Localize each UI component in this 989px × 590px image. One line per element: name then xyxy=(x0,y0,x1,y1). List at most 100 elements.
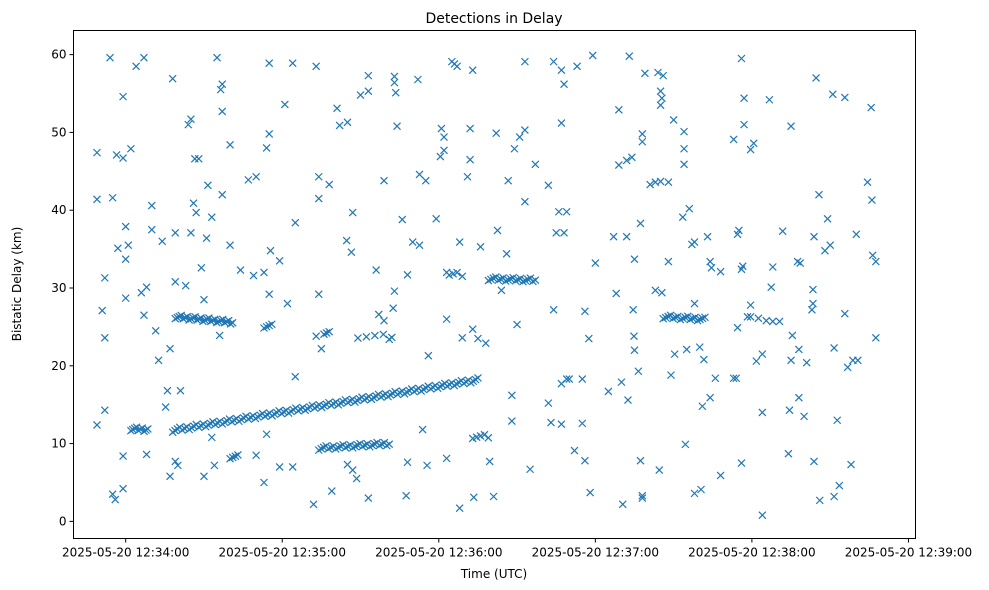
data-point xyxy=(711,374,720,383)
data-point xyxy=(646,180,655,189)
data-point xyxy=(173,313,182,322)
data-point xyxy=(252,451,261,460)
data-point xyxy=(871,257,880,266)
data-point xyxy=(734,226,743,235)
data-point xyxy=(678,213,687,222)
data-point xyxy=(342,236,351,245)
data-point xyxy=(729,135,738,144)
data-point xyxy=(554,207,563,216)
data-point xyxy=(685,204,694,213)
data-point xyxy=(520,197,529,206)
data-point xyxy=(698,314,707,323)
data-point xyxy=(614,105,623,114)
data-point xyxy=(173,461,182,470)
data-point xyxy=(622,156,631,165)
data-point xyxy=(283,299,292,308)
data-point xyxy=(622,232,631,241)
data-point xyxy=(199,317,207,326)
data-point xyxy=(390,78,399,87)
data-point xyxy=(802,358,811,367)
data-point xyxy=(119,92,127,101)
data-point xyxy=(810,232,818,241)
data-point xyxy=(740,120,748,129)
data-point xyxy=(142,450,151,459)
data-point xyxy=(570,446,579,455)
data-point xyxy=(119,484,127,493)
data-point xyxy=(348,466,357,474)
data-point xyxy=(262,430,271,439)
data-point xyxy=(833,416,842,425)
data-point xyxy=(106,53,114,62)
data-point xyxy=(519,277,527,286)
data-point xyxy=(112,151,121,159)
data-point xyxy=(682,345,691,354)
data-point xyxy=(740,94,748,103)
data-point xyxy=(733,323,742,332)
data-point xyxy=(171,457,180,466)
data-point xyxy=(716,267,725,276)
data-point xyxy=(189,199,198,208)
data-point xyxy=(378,440,386,448)
data-point xyxy=(794,393,803,402)
data-point xyxy=(531,276,540,285)
data-point xyxy=(108,490,117,499)
x-axis: 2025-05-20 12:34:00 2025-05-20 12:35:00 20… xyxy=(62,538,972,560)
data-point xyxy=(437,124,446,133)
data-point xyxy=(830,492,839,501)
data-point xyxy=(113,244,122,253)
data-point xyxy=(424,351,433,360)
data-point xyxy=(560,228,568,237)
data-point xyxy=(586,488,595,497)
data-point xyxy=(207,213,216,222)
data-point xyxy=(560,80,568,89)
data-point xyxy=(216,316,225,325)
x-tick-label: 2025-05-20 12:37:00 xyxy=(532,546,659,560)
data-point xyxy=(408,238,417,247)
data-point xyxy=(669,314,677,323)
data-point xyxy=(356,91,365,99)
data-point xyxy=(565,375,574,383)
data-point xyxy=(737,459,746,467)
data-point xyxy=(220,318,229,327)
data-point xyxy=(203,181,212,190)
data-point xyxy=(218,80,227,89)
data-point xyxy=(260,268,268,277)
data-point xyxy=(181,313,190,322)
data-point xyxy=(630,332,638,341)
data-point xyxy=(676,315,685,324)
data-point xyxy=(656,177,665,186)
data-point xyxy=(403,458,412,467)
x-tick-label: 2025-05-20 12:38:00 xyxy=(688,546,815,560)
data-point xyxy=(701,313,709,322)
data-point xyxy=(796,259,805,268)
data-point xyxy=(549,305,558,314)
data-point xyxy=(609,232,618,241)
data-point xyxy=(669,116,678,124)
data-point xyxy=(197,263,206,272)
data-point xyxy=(200,295,208,304)
data-point xyxy=(681,313,690,322)
data-point xyxy=(670,350,679,359)
data-point xyxy=(455,238,464,247)
data-point xyxy=(630,346,639,355)
data-point xyxy=(200,472,208,481)
data-point xyxy=(787,356,795,365)
data-point xyxy=(265,130,274,138)
data-point xyxy=(265,59,274,68)
data-point xyxy=(265,290,274,299)
data-point xyxy=(557,420,566,429)
data-point xyxy=(617,378,626,387)
data-point xyxy=(627,153,636,162)
data-point xyxy=(215,331,224,340)
data-point xyxy=(364,494,373,502)
data-point xyxy=(785,406,794,415)
data-point xyxy=(193,316,201,325)
data-point xyxy=(738,262,747,271)
data-point xyxy=(787,122,795,131)
data-point xyxy=(214,317,223,326)
data-point xyxy=(640,69,649,78)
data-point xyxy=(206,317,215,326)
data-point xyxy=(788,331,797,340)
data-point xyxy=(119,154,127,163)
